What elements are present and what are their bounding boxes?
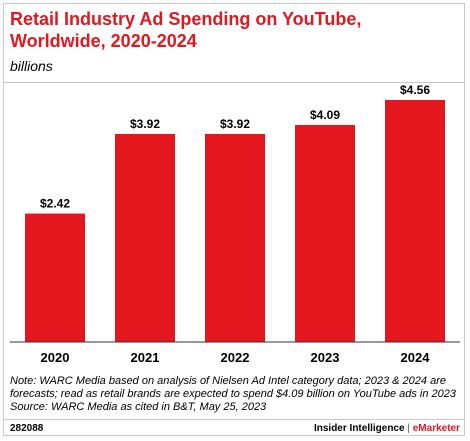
header-divider xyxy=(3,82,465,83)
x-tick-label-2023: 2023 xyxy=(311,350,340,365)
bar-2022 xyxy=(205,133,265,342)
chart-id: 282088 xyxy=(10,423,44,434)
chart-title-line-2: Worldwide, 2020-2024 xyxy=(10,31,197,51)
bar-2021 xyxy=(115,133,175,342)
chart-title: Retail Industry Ad Spending on YouTube, … xyxy=(10,8,450,52)
brand-separator: | xyxy=(407,423,410,434)
footer-divider xyxy=(3,419,465,420)
chart-subtitle: billions xyxy=(10,58,53,74)
chart-note: Note: WARC Media based on analysis of Ni… xyxy=(10,375,462,414)
x-tick-label-2021: 2021 xyxy=(131,350,160,365)
data-label-2021: $3.92 xyxy=(130,117,160,131)
brand-logo: Insider Intelligence | eMarketer xyxy=(314,423,460,434)
data-label-2020: $2.42 xyxy=(40,197,70,211)
brand-accent: eMarketer xyxy=(412,423,460,434)
x-tick-label-2020: 2020 xyxy=(41,350,70,365)
x-tick-label-2022: 2022 xyxy=(221,350,250,365)
chart-frame xyxy=(3,3,465,436)
source-line: Source: WARC Media as cited in B&T, May … xyxy=(10,401,267,413)
data-label-2024: $4.56 xyxy=(400,83,430,97)
labels-layer: $2.42 2020 $3.92 2021 $3.92 2022 $4.09 2023 $4.5… xyxy=(40,83,430,365)
bar-2020 xyxy=(25,213,85,342)
data-label-2022: $3.92 xyxy=(220,117,250,131)
bar-2023 xyxy=(295,124,355,342)
note-line-2: forecasts; read as retail brands are exp… xyxy=(10,388,457,400)
chart-title-line-1: Retail Industry Ad Spending on YouTube, xyxy=(10,9,362,29)
note-line-1: Note: WARC Media based on analysis of Ni… xyxy=(10,375,446,387)
x-tick-label-2024: 2024 xyxy=(401,350,431,365)
data-label-2023: $4.09 xyxy=(310,108,340,122)
bar-2024 xyxy=(385,100,445,342)
bars-layer xyxy=(25,100,445,342)
brand-name: Insider Intelligence xyxy=(313,423,405,434)
